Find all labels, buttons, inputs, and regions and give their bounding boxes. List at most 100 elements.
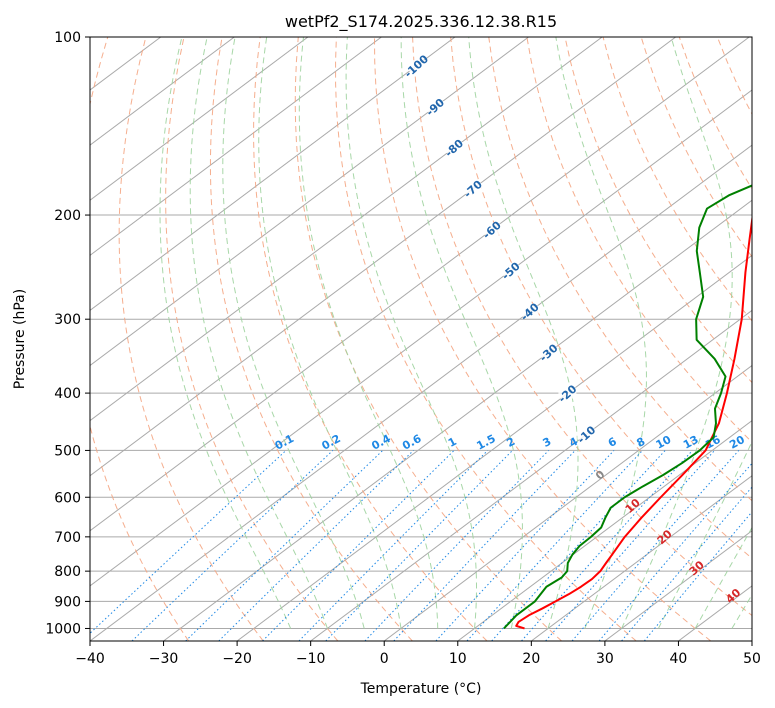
dry-label-bg [501, 264, 520, 276]
moist-adiabat-line [345, 37, 477, 629]
dry-adiabat-line [450, 37, 752, 559]
y-tick-label: 600 [54, 490, 81, 506]
dry-adiabat-line [373, 37, 712, 641]
mixing-ratio-line [643, 511, 752, 641]
mixing-ratio-line [435, 450, 615, 641]
isotherm-line [90, 37, 603, 422]
moist-adiabat-line [555, 37, 647, 629]
x-tick-label: −40 [75, 651, 105, 667]
isotherm-line [90, 37, 309, 201]
dry-label-bg [407, 60, 426, 72]
x-tick-label: 30 [596, 651, 614, 667]
dry-adiabats [90, 37, 752, 641]
mixing-ratio-lines [90, 450, 752, 641]
isotherm-line [90, 37, 235, 146]
isotherm-line [383, 364, 752, 641]
dry-adiabat-labels: -100-90-80-70-60-50-40-30-20-10 [402, 52, 599, 446]
dry-adiabat-line [209, 37, 413, 641]
x-axis-label: Temperature (°C) [360, 681, 482, 697]
mixing-ratio-line [393, 450, 576, 641]
mixing-ratio-line [621, 486, 752, 641]
y-tick-label: 1000 [45, 621, 81, 637]
dry-adiabat-line [90, 37, 190, 641]
sounding-profiles [503, 184, 752, 630]
dry-label-bg [444, 141, 463, 153]
dry-adiabat-line [165, 37, 339, 641]
isotherm-line [163, 199, 752, 641]
x-tick-label: 50 [743, 651, 761, 667]
dry-label-bg [539, 346, 558, 358]
mixing-ratio-line [218, 450, 414, 641]
chart-title: wetPf2_S174.2025.336.12.38.R15 [285, 12, 557, 32]
moist-adiabat-line [621, 37, 733, 629]
temperature-profile-line [515, 212, 752, 630]
x-tick-label: 20 [522, 651, 540, 667]
y-axis: 100 200 300 400 500 600 700 800 900 1000 [45, 30, 90, 637]
moist-adiabat-line [189, 37, 328, 629]
x-tick-label: 40 [670, 651, 688, 667]
y-tick-label: 900 [54, 594, 81, 610]
isotherm-line [90, 37, 382, 256]
isotherm-line [90, 37, 529, 367]
isotherm-line [531, 475, 752, 641]
isotherm-line [90, 89, 752, 587]
mixing-ratio-line [491, 450, 666, 641]
y-tick-label: 300 [54, 312, 81, 328]
y-tick-label: 500 [54, 443, 81, 459]
dry-label-bg [520, 305, 539, 317]
isotherm-line [604, 530, 752, 641]
mixing-ratio-line [545, 450, 715, 641]
dewpoint-profile-line [503, 184, 752, 630]
plot-area: 0.10.20.40.611.52346810131620253036 -100… [90, 37, 752, 641]
moist-adiabat-line [298, 37, 439, 629]
y-tick-label: 200 [54, 208, 81, 224]
dry-adiabat-line [294, 37, 562, 641]
dry-adiabat-line [118, 37, 264, 641]
moist-adiabat-line [400, 37, 523, 629]
mixing-ratio-label: 13 [681, 433, 701, 452]
mixing-ratio-label: 10 [654, 433, 674, 452]
dry-label-bg [426, 101, 445, 113]
isotherm-line [90, 37, 676, 477]
moist-adiabat-line [657, 440, 752, 629]
moist-adiabat-line [468, 37, 579, 629]
isotherm-line [310, 309, 752, 641]
dry-adiabat-line [526, 37, 752, 443]
x-tick-label: 10 [449, 651, 467, 667]
mixing-ratio-line [364, 450, 550, 641]
y-tick-label: 400 [54, 386, 81, 402]
dry-label-bg [577, 428, 596, 440]
moist-adiabat-line [159, 37, 292, 629]
moist-adiabat-line [258, 37, 402, 629]
mixing-ratio-line [521, 450, 693, 641]
moist-adiabat-line [222, 37, 365, 629]
x-tick-label: 0 [380, 651, 389, 667]
isotherm-line [457, 419, 752, 641]
dry-label-bg [482, 223, 501, 235]
x-axis: −40 −30 −20 −10 0 10 20 30 40 50 [75, 641, 761, 667]
dry-adiabat-line [564, 37, 752, 384]
dry-adiabat-line [335, 37, 637, 641]
mixing-ratio-line [298, 450, 489, 641]
isotherm-line [90, 37, 750, 532]
moist-adiabats [159, 37, 752, 629]
plot-frame [89, 36, 753, 642]
x-tick-label: −30 [149, 651, 179, 667]
mixing-ratio-line [131, 450, 334, 641]
mixing-ratio-line [325, 450, 513, 641]
dry-adiabat-line [253, 37, 488, 641]
x-tick-label: −20 [222, 651, 252, 667]
dry-adiabat-line [602, 37, 752, 322]
mixing-ratio-label: 20 [727, 433, 747, 452]
isotherm-line [90, 144, 752, 641]
dry-label-bg [558, 387, 577, 399]
isotherm-grid [90, 37, 752, 641]
x-tick-label: −10 [296, 651, 326, 667]
dry-adiabat-line [412, 37, 752, 617]
y-tick-label: 800 [54, 564, 81, 580]
isotherm-line [90, 37, 456, 312]
dry-adiabat-line [488, 37, 752, 502]
mixing-ratio-line [262, 450, 455, 641]
y-tick-label: 700 [54, 530, 81, 546]
